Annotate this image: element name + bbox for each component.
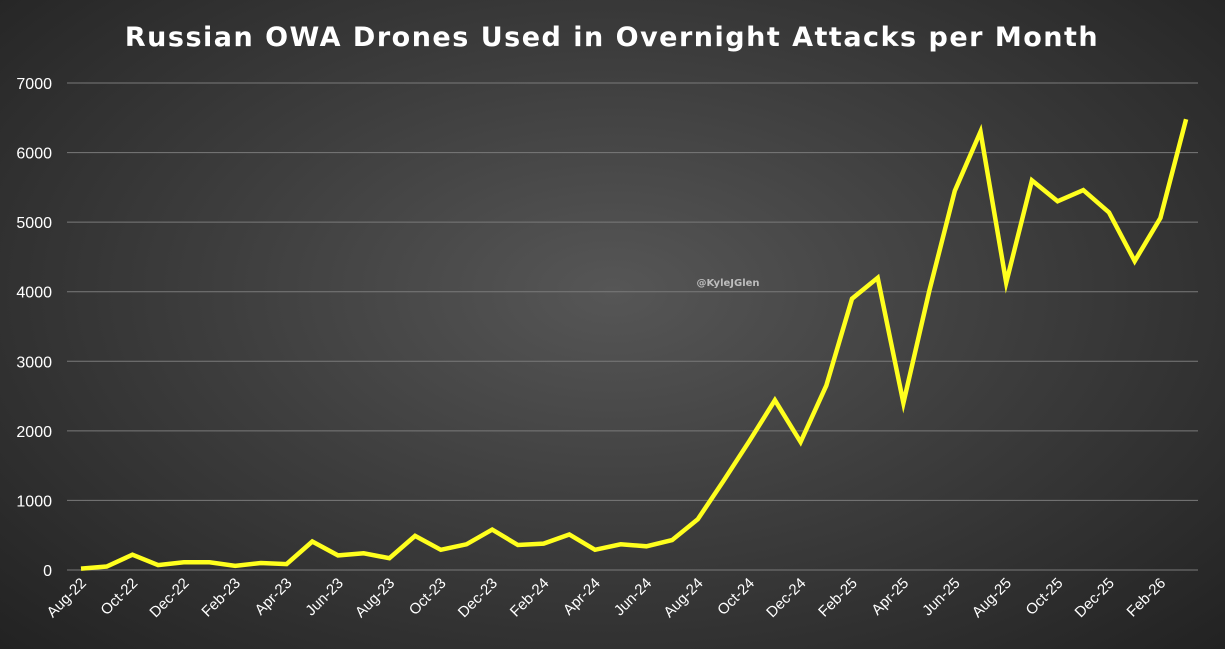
x-tick-label: Aug-25 bbox=[969, 575, 1015, 621]
y-tick-label: 6000 bbox=[16, 146, 52, 163]
x-tick-label: Apr-23 bbox=[252, 575, 296, 619]
x-tick-label: Feb-23 bbox=[198, 575, 244, 621]
y-tick-label: 4000 bbox=[16, 285, 52, 302]
x-tick-label: Feb-25 bbox=[815, 575, 861, 621]
x-tick-label: Dec-24 bbox=[763, 575, 809, 621]
x-tick-label: Feb-24 bbox=[507, 575, 553, 621]
gridlines bbox=[67, 82, 1198, 571]
y-tick-label: 1000 bbox=[16, 493, 52, 510]
watermark-label: @KyleJGlen bbox=[696, 278, 759, 289]
x-tick-label: Dec-22 bbox=[146, 575, 192, 621]
y-tick-label: 5000 bbox=[16, 215, 52, 232]
series-line bbox=[80, 118, 1189, 571]
series-layer bbox=[80, 118, 1189, 571]
y-tick-label: 2000 bbox=[16, 424, 52, 441]
x-tick-label: Oct-23 bbox=[406, 575, 450, 619]
x-tick-label: Aug-23 bbox=[352, 575, 398, 621]
x-tick-label: Jun-25 bbox=[919, 575, 963, 619]
y-tick-label: 7000 bbox=[16, 76, 52, 93]
x-tick-label: Oct-24 bbox=[714, 575, 758, 619]
x-tick-label: Feb-26 bbox=[1124, 575, 1170, 621]
x-tick-label: Jun-23 bbox=[302, 575, 346, 619]
chart-title: Russian OWA Drones Used in Overnight Att… bbox=[125, 22, 1099, 53]
x-tick-label: Apr-25 bbox=[868, 575, 912, 619]
x-tick-label: Apr-24 bbox=[560, 575, 604, 619]
x-axis-ticks: Aug-22 Oct-22 Dec-22 Feb-23 Apr-23 Jun-23 Aug-… bbox=[44, 575, 1170, 621]
x-tick-label: Jun-24 bbox=[611, 575, 655, 619]
x-tick-label: Dec-25 bbox=[1072, 575, 1118, 621]
y-tick-label: 0 bbox=[43, 563, 52, 580]
x-tick-label: Oct-22 bbox=[97, 575, 141, 619]
x-tick-label: Oct-25 bbox=[1023, 575, 1067, 619]
y-axis-ticks: 0 1000 2000 3000 4000 5000 6000 7000 bbox=[16, 76, 52, 580]
x-tick-label: Aug-24 bbox=[660, 575, 706, 621]
x-tick-label: Dec-23 bbox=[455, 575, 501, 621]
x-tick-label: Aug-22 bbox=[44, 575, 90, 621]
y-tick-label: 3000 bbox=[16, 354, 52, 371]
